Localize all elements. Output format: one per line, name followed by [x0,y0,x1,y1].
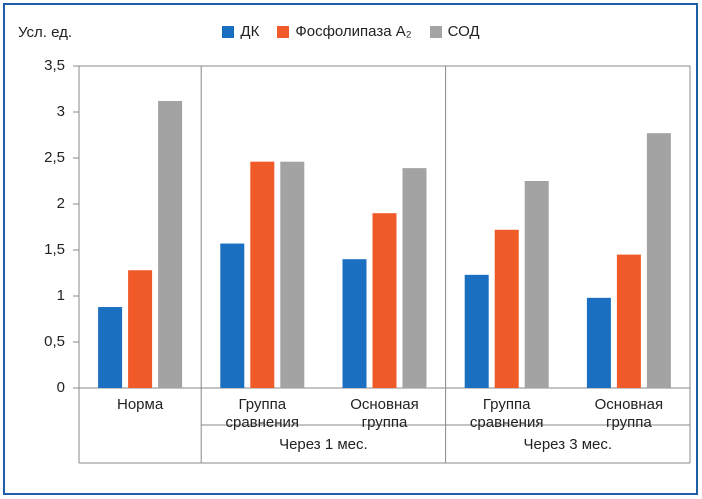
y-tick-label: 2 [57,195,65,212]
bar [464,274,489,388]
legend-item: Фосфолипаза A₂ [277,23,412,40]
x-tick-label: Основная группа [350,396,419,431]
bar [616,254,641,388]
legend-swatch [429,25,442,38]
bar [494,229,519,388]
legend-label: СОД [447,23,480,40]
y-axis-label: Усл. ед. [18,24,72,41]
legend-swatch [277,25,290,38]
frame [3,3,698,495]
bar [98,307,123,388]
group-label: Через 3 мес. [523,436,613,453]
bar [402,168,427,388]
x-tick-label: Основная группа [594,396,664,431]
bar [524,181,549,388]
y-tick-label: 3,5 [44,57,65,74]
bar [342,259,367,388]
bar [158,100,183,389]
legend-label: Фосфолипаза A₂ [295,23,412,40]
legend-item: СОД [429,23,480,40]
y-tick-label: 2,5 [44,149,65,166]
x-tick-label: Норма [117,396,164,413]
bar [372,213,397,388]
y-tick-label: 3 [57,103,65,120]
y-tick-label: 0,5 [44,333,65,350]
bar [280,161,305,388]
y-tick-label: 1 [57,287,65,304]
legend-label: ДК [240,23,260,40]
x-tick-label: Группа сравнения [469,396,544,431]
y-tick-label: 1,5 [44,241,65,258]
legend-item: ДК [222,23,259,40]
bar [128,270,153,388]
legend-swatch [222,25,235,38]
x-tick-label: Группа сравнения [225,396,300,431]
bar [250,161,275,388]
bar [586,297,611,388]
y-tick-label: 0 [57,379,65,396]
legend: ДК Фосфолипаза A₂ СОД [0,23,702,40]
group-label: Через 1 мес. [279,436,368,453]
bar [646,133,671,388]
bar [220,243,245,388]
